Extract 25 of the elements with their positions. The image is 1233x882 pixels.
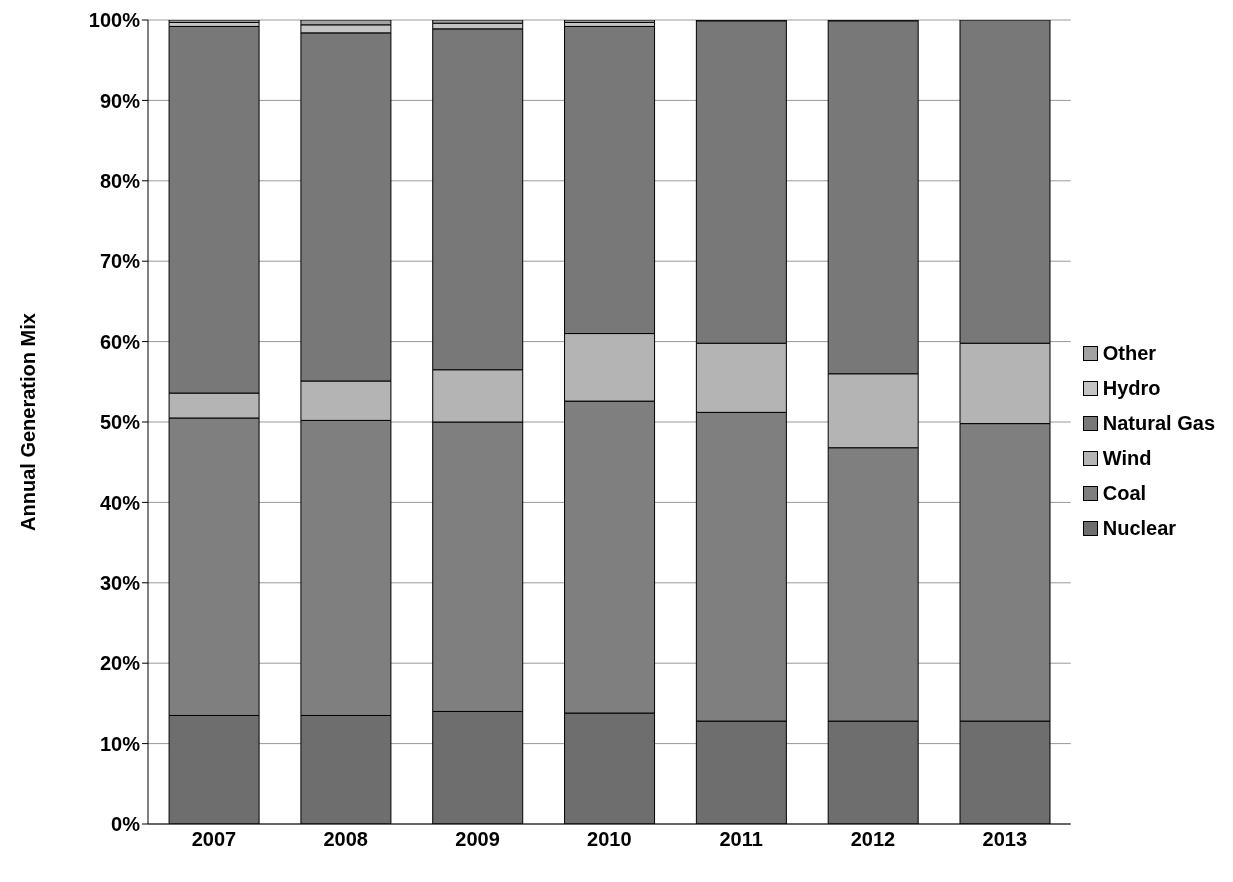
- legend-label: Coal: [1102, 482, 1147, 505]
- legend-label: Hydro: [1102, 377, 1161, 400]
- legend-label: Other: [1102, 342, 1157, 365]
- x-tick-label: 2011: [719, 828, 763, 851]
- legend-label: Nuclear: [1102, 517, 1177, 540]
- x-tick-label: 2013: [982, 828, 1028, 851]
- y-tick-label: 40%: [99, 491, 141, 514]
- legend-label: Wind: [1102, 447, 1152, 470]
- y-tick-label: 0%: [111, 813, 141, 836]
- y-tick-label: 90%: [99, 89, 141, 112]
- x-tick-label: 2010: [587, 828, 632, 851]
- y-tick-label: 70%: [99, 250, 141, 273]
- y-tick-label: 20%: [99, 652, 141, 675]
- y-tick-label: 10%: [99, 732, 141, 755]
- y-tick-label: 50%: [99, 411, 141, 434]
- x-tick-label: 2007: [191, 828, 237, 851]
- legend-label: Natural Gas: [1102, 412, 1215, 435]
- x-tick-label: 2012: [850, 828, 896, 851]
- y-axis-title: Annual Generation Mix: [17, 313, 40, 531]
- y-tick-label: 60%: [99, 330, 141, 353]
- y-tick-label: 30%: [99, 571, 141, 594]
- y-tick-label: 80%: [99, 169, 141, 192]
- x-tick-label: 2008: [323, 828, 368, 851]
- x-tick-label: 2009: [455, 828, 500, 851]
- y-tick-label: 100%: [88, 9, 141, 32]
